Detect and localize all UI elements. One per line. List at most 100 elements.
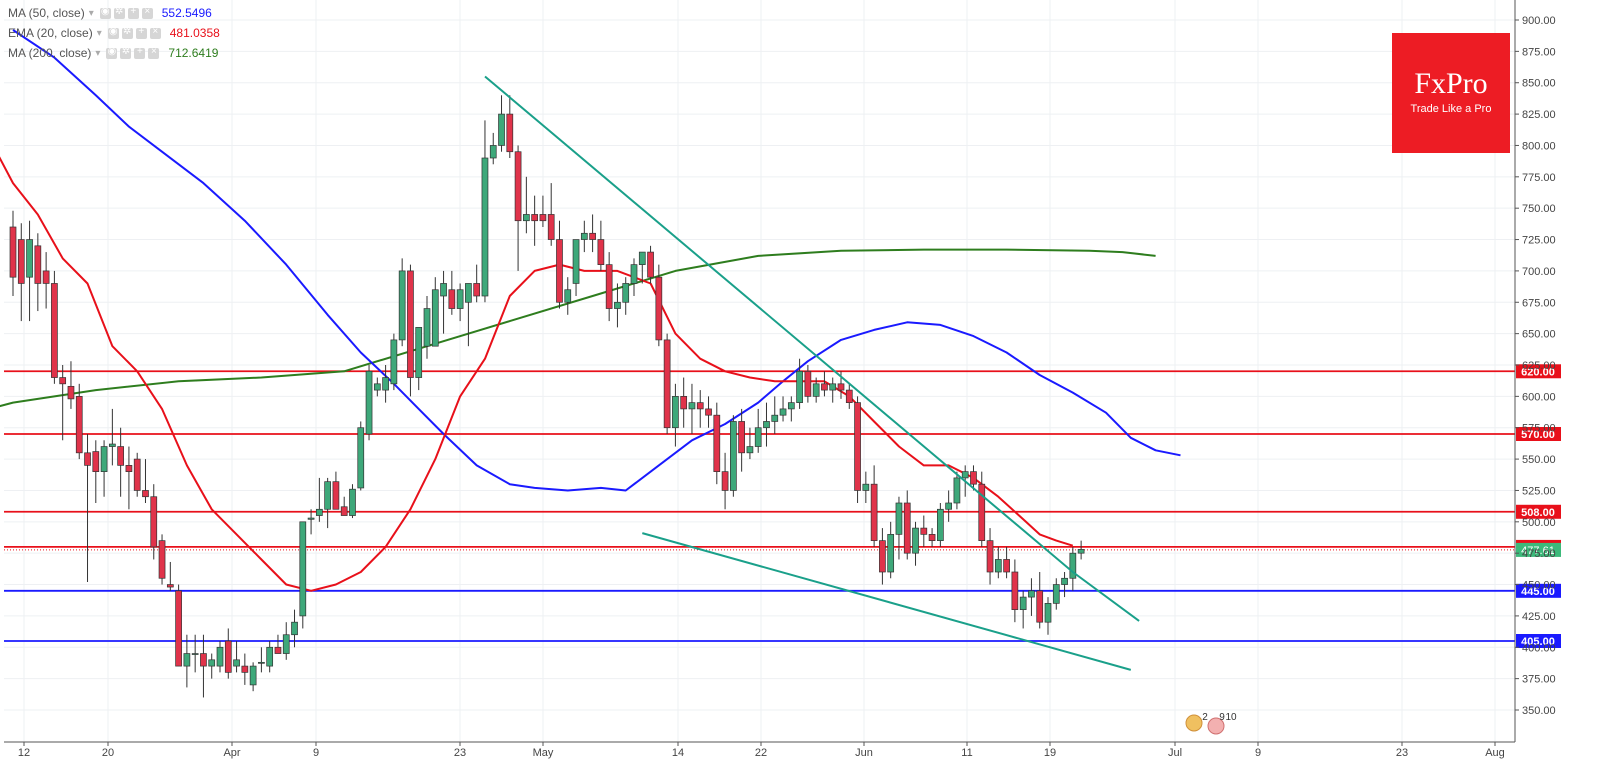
candle-body bbox=[978, 483, 986, 541]
candle-body bbox=[473, 283, 481, 297]
x-tick-label: 9 bbox=[1255, 747, 1261, 759]
candle-body bbox=[117, 446, 124, 466]
candle-body bbox=[879, 540, 886, 573]
candle-body bbox=[953, 477, 961, 504]
candle-body bbox=[920, 527, 928, 535]
candle-body bbox=[1011, 571, 1019, 610]
level-label: 405.00 bbox=[1521, 636, 1555, 648]
level-badge bbox=[1516, 427, 1561, 441]
candle-body bbox=[1069, 552, 1077, 579]
level-label: 620.00 bbox=[1521, 366, 1555, 378]
candle-body bbox=[572, 239, 580, 284]
candle-body bbox=[125, 465, 133, 472]
event-icons[interactable]: 2 9 10 bbox=[1185, 712, 1237, 735]
candle-body bbox=[390, 339, 398, 385]
candle-body bbox=[622, 283, 630, 303]
candle-body bbox=[133, 458, 141, 491]
candle-body bbox=[398, 270, 406, 341]
candle-body bbox=[672, 396, 679, 429]
gear-icon[interactable]: ✲ bbox=[120, 45, 132, 59]
candle-body bbox=[1028, 590, 1035, 598]
candle-body bbox=[688, 402, 696, 410]
candle-body bbox=[216, 646, 224, 667]
legend-ma50[interactable]: MA (50, close) ▾ ◉ ✲ + × 552.5496 bbox=[8, 5, 212, 21]
gear-icon[interactable]: ✲ bbox=[113, 5, 125, 19]
candle-body bbox=[523, 214, 530, 222]
level-badge bbox=[1516, 364, 1561, 379]
candle-body bbox=[357, 427, 365, 489]
candle-body bbox=[158, 540, 166, 579]
trend-lines bbox=[484, 75, 1140, 671]
candle-body bbox=[514, 151, 522, 222]
y-tick-label: 875.00 bbox=[1522, 46, 1556, 58]
x-tick-label: Jul bbox=[1168, 747, 1182, 759]
chevron-down-icon[interactable]: ▾ bbox=[88, 7, 94, 19]
level-label: 508.00 bbox=[1521, 507, 1555, 519]
candle-body bbox=[903, 502, 911, 554]
event-icon-label: 9 bbox=[1219, 712, 1225, 723]
plus-icon[interactable]: + bbox=[135, 26, 147, 39]
y-tick-label: 575.00 bbox=[1522, 423, 1556, 435]
candle-body bbox=[829, 383, 837, 391]
legend-ma200-value: 712.6419 bbox=[168, 46, 219, 60]
candle-body bbox=[407, 270, 414, 378]
candle-body bbox=[970, 471, 977, 485]
chevron-down-icon[interactable]: ▾ bbox=[95, 47, 101, 59]
candle-body bbox=[862, 483, 870, 491]
close-icon[interactable]: × bbox=[148, 46, 160, 59]
fxpro-logo: FxPro Trade Like a Pro bbox=[1392, 33, 1510, 153]
y-tick-label: 625.00 bbox=[1522, 360, 1556, 372]
candle-body bbox=[183, 653, 191, 667]
candle-body bbox=[59, 377, 67, 385]
eye-icon[interactable]: ◉ bbox=[99, 5, 111, 19]
candle-body bbox=[175, 590, 182, 667]
y-tick-label: 600.00 bbox=[1522, 391, 1556, 403]
candle-body bbox=[415, 327, 423, 378]
candle-body bbox=[730, 421, 737, 491]
gear-icon[interactable]: ✲ bbox=[121, 25, 133, 39]
candle-body bbox=[456, 289, 464, 309]
upper-trendline bbox=[484, 75, 1140, 622]
candle-body bbox=[166, 584, 174, 588]
candle-body bbox=[539, 214, 547, 222]
plus-icon[interactable]: + bbox=[134, 46, 146, 59]
close-icon[interactable]: × bbox=[149, 26, 161, 39]
legend-ma200[interactable]: MA (200, close) ▾ ◉ ✲ + × 712.6419 bbox=[8, 45, 219, 61]
candle-body bbox=[51, 283, 58, 378]
candle-body bbox=[241, 665, 249, 673]
x-tick-label: Jun bbox=[855, 747, 873, 759]
chevron-down-icon[interactable]: ▾ bbox=[96, 27, 102, 39]
close-icon[interactable]: × bbox=[141, 6, 153, 19]
last-price-badge bbox=[1516, 542, 1561, 557]
event-icon bbox=[1185, 714, 1203, 732]
y-tick-label: 350.00 bbox=[1522, 705, 1556, 717]
candle-body bbox=[349, 488, 356, 516]
candle-body bbox=[431, 289, 439, 347]
y-tick-label: 725.00 bbox=[1522, 235, 1556, 247]
candle-body bbox=[812, 383, 820, 397]
x-tick-label: May bbox=[533, 747, 554, 759]
level-badge bbox=[1516, 634, 1561, 648]
legend-ema20[interactable]: EMA (20, close) ▾ ◉ ✲ + × 481.0358 bbox=[8, 25, 220, 41]
legend-ma200-name: MA (200, close) bbox=[8, 46, 92, 60]
x-tick-label: 19 bbox=[1044, 747, 1056, 759]
candle-body bbox=[680, 396, 688, 410]
candle-body bbox=[208, 659, 216, 667]
candle-body bbox=[887, 534, 895, 573]
candle-body bbox=[258, 661, 265, 664]
eye-icon[interactable]: ◉ bbox=[107, 25, 119, 39]
candle-body bbox=[1077, 549, 1085, 554]
plus-icon[interactable]: + bbox=[127, 6, 139, 19]
candle-body bbox=[638, 251, 646, 265]
candle-body bbox=[373, 383, 381, 391]
candle-body bbox=[1003, 559, 1010, 573]
candle-body bbox=[233, 659, 240, 667]
candle-body bbox=[274, 646, 282, 654]
price-axis: 350.00 375.00 400.00 425.00 450.00 475.00 500.… bbox=[4, 0, 1556, 743]
candle-body bbox=[912, 527, 919, 554]
level-label: 570.00 bbox=[1521, 429, 1555, 441]
candle-body bbox=[531, 214, 538, 222]
candle-body bbox=[489, 145, 497, 159]
eye-icon[interactable]: ◉ bbox=[106, 45, 118, 59]
